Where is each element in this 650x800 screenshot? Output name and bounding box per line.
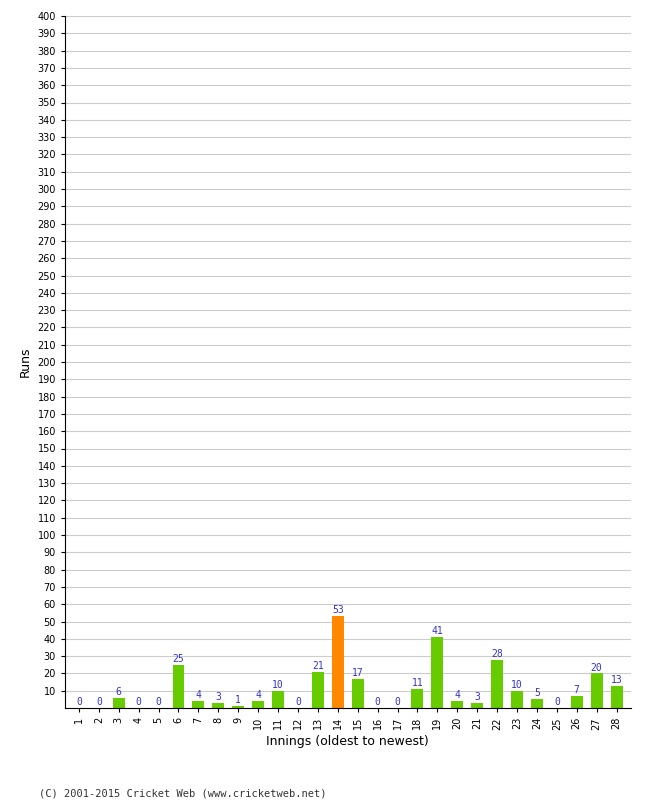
Text: 0: 0 (374, 697, 380, 707)
Text: 0: 0 (554, 697, 560, 707)
Text: 5: 5 (534, 689, 540, 698)
Text: 0: 0 (155, 697, 161, 707)
Text: 0: 0 (76, 697, 82, 707)
X-axis label: Innings (oldest to newest): Innings (oldest to newest) (266, 735, 429, 748)
Bar (531, 699, 543, 708)
Text: 28: 28 (491, 649, 503, 658)
Text: 20: 20 (591, 662, 603, 673)
Text: 41: 41 (432, 626, 443, 636)
Bar (232, 706, 244, 708)
Bar (610, 686, 623, 708)
Bar (172, 665, 185, 708)
Bar (213, 703, 224, 708)
Bar (411, 689, 423, 708)
Text: 4: 4 (196, 690, 202, 700)
Text: 0: 0 (136, 697, 142, 707)
Text: 10: 10 (511, 680, 523, 690)
Text: 0: 0 (96, 697, 102, 707)
Text: 4: 4 (454, 690, 460, 700)
Text: 13: 13 (611, 674, 623, 685)
Text: (C) 2001-2015 Cricket Web (www.cricketweb.net): (C) 2001-2015 Cricket Web (www.cricketwe… (39, 788, 326, 798)
Text: 10: 10 (272, 680, 284, 690)
Text: 1: 1 (235, 695, 241, 706)
Text: 0: 0 (395, 697, 400, 707)
Bar (312, 672, 324, 708)
Text: 7: 7 (574, 685, 580, 695)
Text: 21: 21 (312, 661, 324, 671)
Text: 53: 53 (332, 606, 344, 615)
Text: 4: 4 (255, 690, 261, 700)
Text: 11: 11 (411, 678, 423, 688)
Bar (252, 701, 264, 708)
Text: 6: 6 (116, 686, 122, 697)
Bar (491, 659, 503, 708)
Bar (591, 674, 603, 708)
Bar (192, 701, 204, 708)
Bar (332, 616, 344, 708)
Bar (471, 703, 483, 708)
Text: 17: 17 (352, 668, 363, 678)
Text: 3: 3 (215, 692, 221, 702)
Bar (432, 637, 443, 708)
Bar (511, 690, 523, 708)
Bar (571, 696, 582, 708)
Bar (272, 690, 284, 708)
Bar (113, 698, 125, 708)
Text: 0: 0 (295, 697, 301, 707)
Text: 3: 3 (474, 692, 480, 702)
Y-axis label: Runs: Runs (19, 346, 32, 378)
Bar (451, 701, 463, 708)
Text: 25: 25 (173, 654, 185, 664)
Bar (352, 678, 364, 708)
